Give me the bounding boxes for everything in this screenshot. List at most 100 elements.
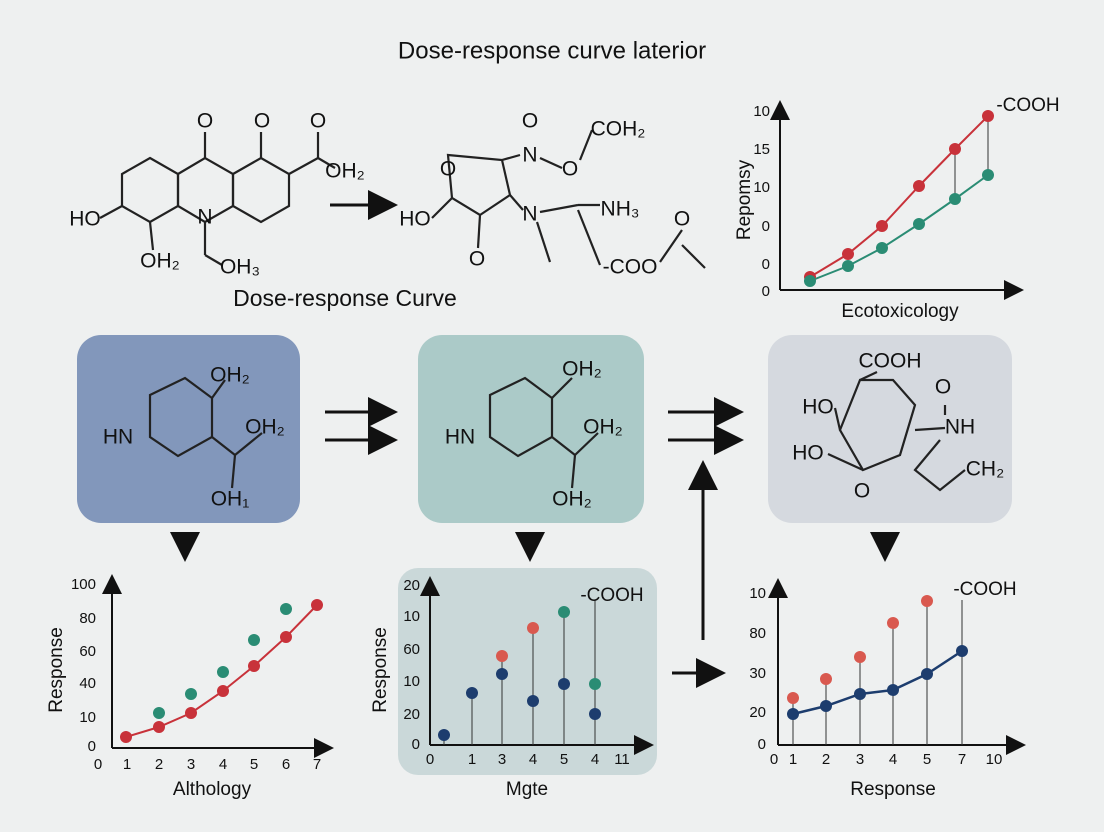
label: 4 xyxy=(889,751,897,768)
point xyxy=(956,645,968,657)
label: Response xyxy=(850,779,936,800)
label: 4 xyxy=(591,751,599,768)
label: O xyxy=(854,480,870,503)
point xyxy=(949,193,961,205)
point xyxy=(854,688,866,700)
point xyxy=(842,260,854,272)
point xyxy=(120,731,132,743)
label: 60 xyxy=(403,641,420,658)
label: HN xyxy=(103,426,133,449)
point xyxy=(982,169,994,181)
bonds xyxy=(99,129,966,492)
label: 10 xyxy=(986,751,1003,768)
box xyxy=(768,335,1012,523)
point xyxy=(280,603,292,615)
label: 0 xyxy=(88,738,96,755)
label: 0 xyxy=(770,751,778,768)
label: -COOH xyxy=(580,585,643,606)
label: N xyxy=(522,203,537,226)
point xyxy=(820,673,832,685)
label: Repomsy xyxy=(734,159,755,240)
label: HO xyxy=(802,396,834,419)
label: 7 xyxy=(313,756,321,773)
label: CH₂ xyxy=(966,458,1004,481)
label: 1 xyxy=(123,756,131,773)
label: 2 xyxy=(822,751,830,768)
label: 0 xyxy=(762,283,770,300)
box xyxy=(77,335,300,523)
label: 4 xyxy=(219,756,227,773)
point xyxy=(887,617,899,629)
point xyxy=(496,668,508,680)
label: HO xyxy=(69,208,101,231)
label: 10 xyxy=(403,673,420,690)
point xyxy=(949,143,961,155)
label: 20 xyxy=(749,704,766,721)
label: 3 xyxy=(856,751,864,768)
label: OH₁ xyxy=(211,488,250,511)
label: OH₂ xyxy=(552,488,592,511)
label: N xyxy=(197,206,212,229)
point xyxy=(527,695,539,707)
label: 3 xyxy=(498,751,506,768)
point xyxy=(913,180,925,192)
label: HO xyxy=(792,442,824,465)
label: 5 xyxy=(923,751,931,768)
label: 5 xyxy=(250,756,258,773)
label: OH₂ xyxy=(140,250,180,273)
label: 0 xyxy=(762,256,770,273)
point xyxy=(527,622,539,634)
point xyxy=(787,708,799,720)
point xyxy=(153,707,165,719)
label: 5 xyxy=(560,751,568,768)
box xyxy=(398,568,657,775)
label: OH₃ xyxy=(220,256,260,279)
label: Dose-response Curve xyxy=(233,285,457,311)
label: OH₂ xyxy=(210,364,250,387)
label: 40 xyxy=(79,675,96,692)
point xyxy=(876,242,888,254)
label: 30 xyxy=(749,665,766,682)
label: N xyxy=(522,144,537,167)
label: OH₂ xyxy=(562,358,602,381)
box xyxy=(418,335,644,523)
label: -COO xyxy=(603,256,658,279)
label: O xyxy=(254,110,270,133)
point xyxy=(217,666,229,678)
point xyxy=(921,595,933,607)
label: O xyxy=(469,248,485,271)
label: 1 xyxy=(468,751,476,768)
label: O xyxy=(562,158,578,181)
label: 60 xyxy=(79,643,96,660)
label: -COOH xyxy=(996,95,1059,116)
label: 0 xyxy=(762,218,770,235)
point xyxy=(438,729,450,741)
label: 0 xyxy=(426,751,434,768)
label: 80 xyxy=(79,610,96,627)
label: 0 xyxy=(758,736,766,753)
label: OH₂ xyxy=(245,416,285,439)
label: 80 xyxy=(749,625,766,642)
label: 10 xyxy=(753,103,770,120)
point xyxy=(842,248,854,260)
label: O xyxy=(197,110,213,133)
label: 6 xyxy=(282,756,290,773)
label: O xyxy=(935,376,951,399)
label: 10 xyxy=(403,608,420,625)
label: 10 xyxy=(79,709,96,726)
label: Ecotoxicology xyxy=(841,301,959,322)
point xyxy=(496,650,508,662)
point xyxy=(982,110,994,122)
point xyxy=(589,708,601,720)
label: OH₂ xyxy=(325,160,365,183)
point xyxy=(913,218,925,230)
point xyxy=(466,687,478,699)
label: COH₂ xyxy=(591,118,646,141)
label: OH₂ xyxy=(583,416,623,439)
point xyxy=(185,688,197,700)
label: 2 xyxy=(155,756,163,773)
label: 11 xyxy=(614,751,630,768)
label: O xyxy=(522,110,538,133)
label: Response xyxy=(370,627,391,713)
